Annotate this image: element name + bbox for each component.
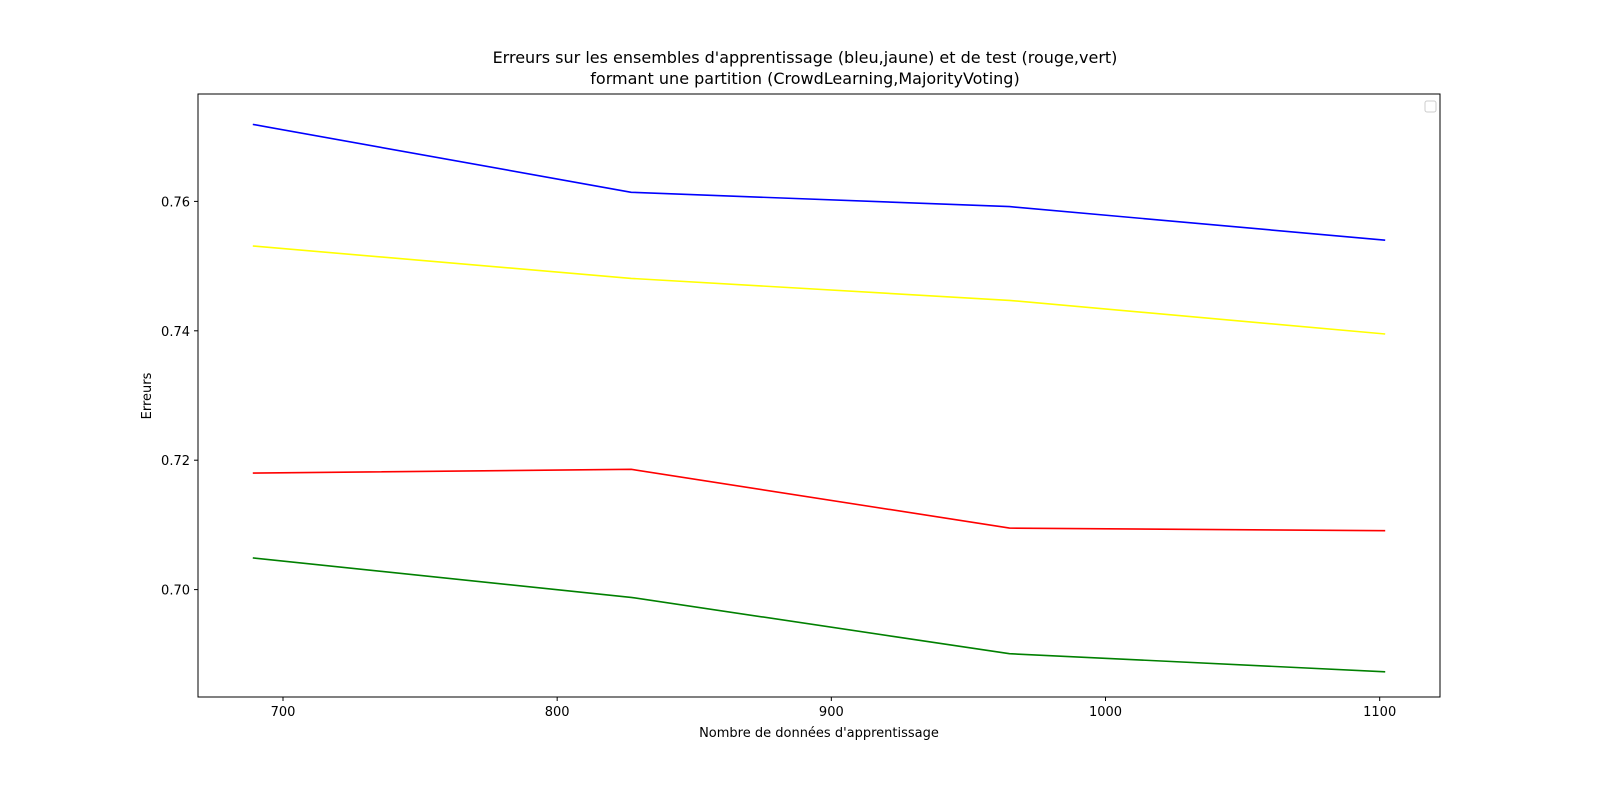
x-tick-label: 700 [271, 705, 296, 720]
y-tick-label: 0.76 [161, 195, 190, 210]
axes-frame [197, 93, 1441, 698]
y-axis-label: Erreurs [140, 372, 155, 419]
y-tick-label: 0.70 [161, 584, 190, 599]
y-axis: 0.70 0.72 0.74 0.76 [161, 195, 198, 599]
x-tick-label: 900 [819, 705, 844, 720]
x-tick-label: 800 [545, 705, 570, 720]
x-axis: 700 800 900 1000 1100 [271, 697, 1396, 720]
chart-title-line-2: formant une partition (CrowdLearning,Maj… [590, 69, 1019, 88]
y-tick-label: 0.72 [161, 454, 190, 469]
legend-box [1424, 100, 1437, 113]
y-tick-label: 0.74 [161, 325, 190, 340]
x-tick-label: 1100 [1363, 705, 1396, 720]
series-line-1 [252, 123, 1386, 241]
series-line-2 [252, 245, 1386, 335]
x-axis-label: Nombre de données d'apprentissage [699, 726, 939, 741]
x-tick-label: 1000 [1089, 705, 1122, 720]
plot-area [252, 123, 1386, 673]
chart-title-line-1: Erreurs sur les ensembles d'apprentissag… [493, 48, 1118, 67]
series-line-3 [252, 468, 1386, 532]
series-line-4 [252, 557, 1386, 673]
